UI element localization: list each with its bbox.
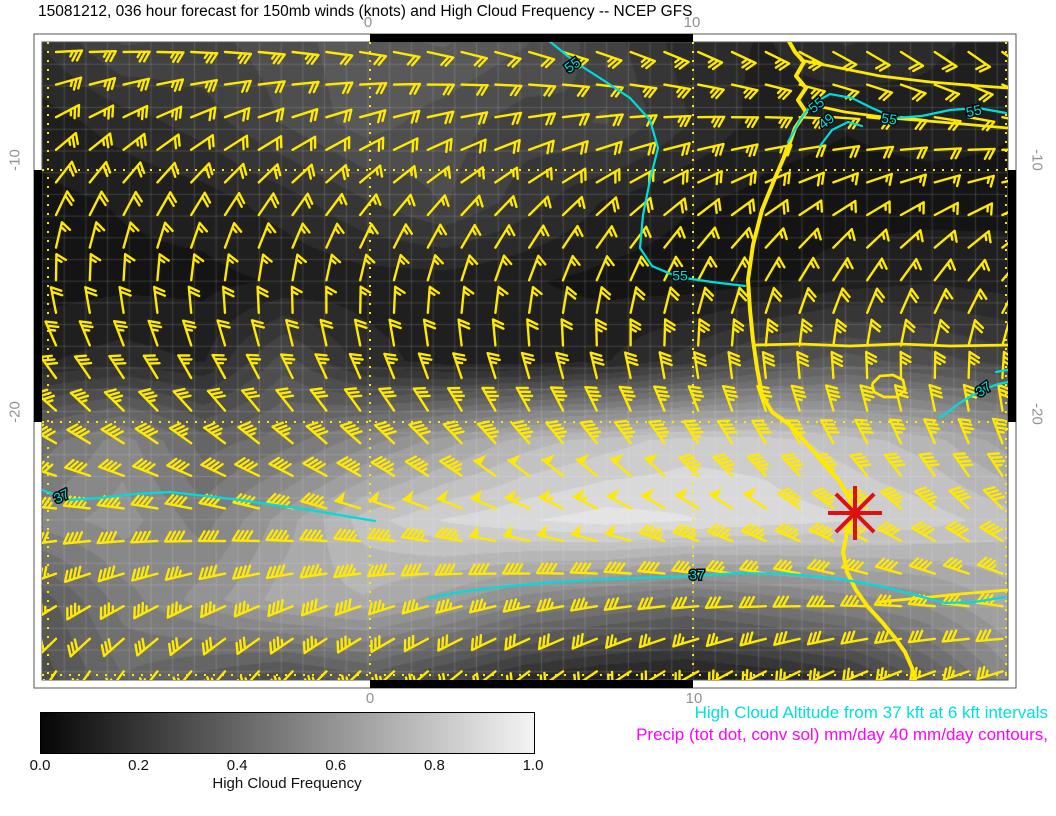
axis-label-bottom: 0	[365, 690, 375, 707]
site-marker-asterisk	[828, 486, 882, 540]
wind-barb-strokes	[42, 49, 1008, 680]
contour-label: 55	[880, 110, 898, 128]
wind-barbs	[42, 49, 1008, 680]
axis-label-left: -20	[6, 401, 24, 423]
axis-label-right: -20	[1028, 403, 1046, 425]
contour-label: 37	[51, 485, 72, 506]
cloud-altitude-contour-37	[426, 571, 1007, 605]
colorbar-tick-label: 0.4	[226, 757, 248, 774]
axis-label-left: -10	[6, 149, 24, 171]
legend-cloud-altitude: High Cloud Altitude from 37 kft at 6 kft…	[694, 703, 1048, 722]
cloud-altitude-contour-55	[786, 92, 1008, 144]
axis-label-bottom: 10	[685, 690, 703, 707]
cloud-altitude-contours	[42, 42, 1008, 605]
colorbar-tick-label: 0.8	[423, 757, 445, 774]
contour-label: 55	[672, 268, 688, 284]
cloud-altitude-contour-55	[548, 42, 747, 288]
map-frame	[33, 33, 1017, 689]
axis-label-top: 10	[683, 14, 701, 31]
border-line	[807, 102, 1008, 130]
coastline-and-borders	[746, 42, 1008, 680]
colorbar-tick-label: 1.0	[522, 757, 544, 774]
marker-asterisk-arm	[834, 492, 876, 534]
wind-barb-pennants	[334, 453, 757, 538]
colorbar-tick-label: 0.0	[29, 757, 51, 774]
border-line	[799, 58, 1008, 90]
frame-zebra-top	[370, 34, 693, 42]
border-line	[870, 373, 907, 399]
coastline	[746, 42, 918, 680]
plot-title: 15081212, 036 hour forecast for 150mb wi…	[38, 3, 693, 20]
frame-zebra-bottom	[370, 680, 693, 688]
colorbar-label: High Cloud Frequency	[212, 775, 362, 792]
contour-label: 55	[964, 101, 983, 120]
border-line	[877, 588, 1008, 604]
colorbar-tick-label: 0.6	[325, 757, 347, 774]
axis-label-right: -10	[1028, 149, 1046, 171]
border-line	[754, 342, 1008, 348]
colorbar-tick-label: 0.2	[128, 757, 150, 774]
axis-label-top: 0	[363, 14, 373, 31]
legend-precip: Precip (tot dot, conv sol) mm/day 40 mm/…	[636, 725, 1048, 744]
frame-zebra-right	[1008, 170, 1016, 422]
colorbar	[40, 712, 535, 754]
contour-label: 37	[689, 567, 705, 583]
cloud-altitude-contour-37	[938, 380, 1008, 420]
cloud-altitude-contour-37	[994, 368, 1008, 374]
cloud-altitude-contour-49	[818, 120, 864, 148]
cloud-altitude-contour-37	[42, 488, 377, 523]
frame-zebra-left	[34, 170, 42, 422]
